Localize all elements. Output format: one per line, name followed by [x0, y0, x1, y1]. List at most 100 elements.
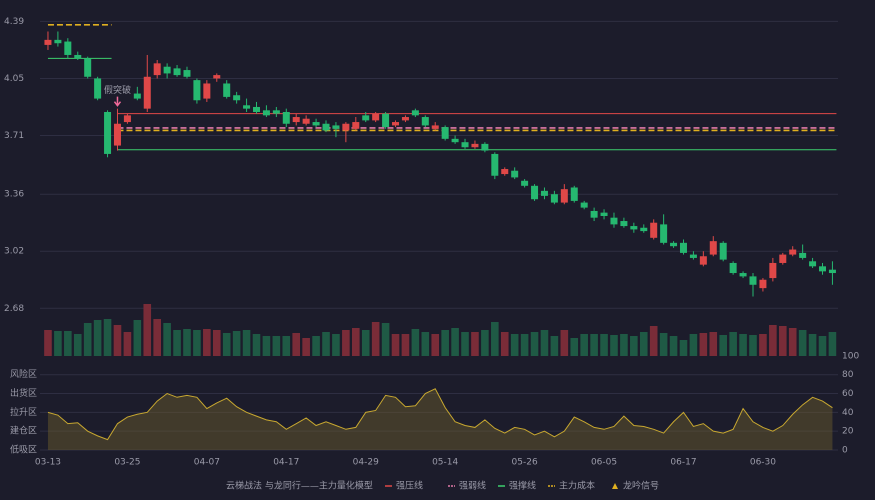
candle-body	[74, 54, 82, 59]
volume-bar	[262, 336, 271, 356]
volume-bar	[322, 332, 330, 356]
candle-body	[292, 117, 300, 123]
volume-bar	[332, 334, 340, 356]
candle-body	[759, 279, 767, 289]
candle-body	[481, 143, 489, 151]
volume-bar	[659, 333, 668, 356]
volume-bar	[798, 330, 807, 356]
volume-bar	[600, 334, 608, 356]
legend-label: 强撑线	[509, 480, 536, 492]
volume-bar	[620, 334, 628, 356]
candle-body	[749, 276, 757, 285]
zone-label: 拉升区	[10, 406, 37, 418]
x-tick-label: 04-17	[273, 458, 299, 468]
candle-body	[153, 63, 161, 76]
candle-body	[193, 80, 201, 101]
y-tick-label: 0	[842, 446, 848, 456]
volume-bar	[73, 334, 82, 356]
y-tick-label: 3.02	[4, 247, 24, 257]
candle-body	[272, 110, 280, 114]
volume-bar	[560, 330, 569, 356]
volume-bar	[421, 332, 430, 356]
candle-body	[679, 242, 687, 253]
volume-bar	[530, 332, 539, 356]
candle-body	[332, 125, 340, 129]
volume-bar	[828, 332, 837, 356]
x-tick-label: 04-29	[353, 458, 379, 468]
y-tick-label: 80	[842, 370, 854, 380]
volume-bar	[361, 330, 370, 356]
y-tick-label: 20	[842, 427, 854, 437]
volume-bar	[759, 334, 767, 356]
volume-bar	[302, 338, 310, 356]
candle-body	[64, 41, 72, 55]
volume-bar	[580, 334, 588, 356]
annotation-arrow	[113, 96, 122, 107]
volume-bar	[232, 331, 241, 356]
candle-body	[550, 194, 558, 203]
candle-body	[54, 39, 62, 44]
volume-bar	[242, 330, 251, 356]
candle-body	[143, 76, 151, 109]
volume-bar	[709, 332, 718, 356]
candle-body	[451, 138, 459, 143]
x-tick-label: 03-13	[35, 458, 61, 468]
zone-label: 出货区	[10, 387, 37, 399]
volume-bar	[749, 335, 757, 356]
candle-body	[789, 249, 797, 255]
zone-label: 风险区	[10, 368, 37, 380]
candle-body	[362, 115, 370, 121]
legend-symbol	[612, 483, 618, 489]
candle-body	[630, 226, 638, 230]
volume-bar	[788, 328, 797, 356]
candle-body	[173, 68, 181, 76]
volume-bar	[471, 332, 479, 356]
legend-label: 龙吟信号	[623, 480, 659, 492]
volume-bar	[371, 322, 380, 356]
volume-bar	[133, 320, 142, 356]
volume-bar	[401, 334, 410, 356]
candle-body	[44, 39, 52, 45]
volume-bar	[203, 329, 211, 356]
candle-body	[262, 110, 270, 116]
volume-bar	[44, 330, 52, 356]
volume-bar	[103, 319, 112, 356]
volume-bar	[610, 335, 618, 356]
volume-bar	[173, 330, 181, 356]
candle-body	[809, 261, 817, 267]
candle-body	[322, 123, 330, 131]
volume-bar	[123, 332, 132, 356]
x-tick-label: 06-05	[591, 458, 617, 468]
candle-body	[441, 127, 449, 139]
volume-bar	[808, 334, 817, 356]
volume-bar	[153, 319, 161, 356]
candle-body	[719, 242, 727, 260]
x-tick-label: 05-26	[512, 458, 538, 468]
volume-bar	[163, 323, 171, 356]
zone-label: 低吸区	[10, 444, 37, 456]
candle-body	[113, 123, 121, 146]
y-tick-label: 100	[842, 352, 859, 362]
volume-bar	[252, 334, 261, 356]
volume-bar	[272, 336, 281, 356]
volume-bar	[312, 336, 320, 356]
candle-body	[123, 115, 131, 123]
candle-body	[252, 106, 260, 112]
legend-label: 强弱线	[459, 480, 486, 492]
candle-body	[203, 83, 211, 99]
volume-bar	[411, 329, 420, 356]
volume-bar	[689, 334, 698, 356]
candle-body	[699, 256, 707, 265]
candle-body	[660, 224, 668, 243]
candle-body	[828, 269, 836, 274]
candle-body	[163, 66, 171, 74]
y-tick-label: 4.39	[4, 17, 24, 27]
candle-body	[382, 113, 390, 128]
volume-bar	[222, 333, 231, 356]
legend-label: 主力成本	[559, 480, 595, 492]
candle-body	[491, 153, 499, 176]
candle-body	[312, 122, 320, 126]
volume-bar	[93, 320, 102, 356]
volume-bar	[769, 325, 777, 356]
volume-bar	[540, 330, 549, 356]
